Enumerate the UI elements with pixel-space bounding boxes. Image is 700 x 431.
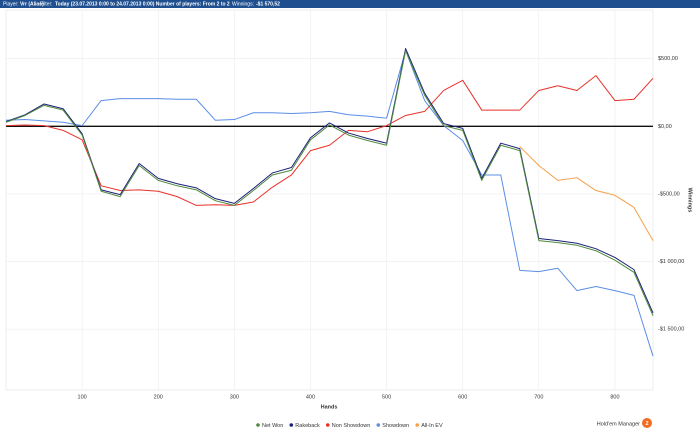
x-tick-label: 400 bbox=[306, 394, 315, 400]
legend-swatch bbox=[289, 423, 294, 427]
legend-label: Net Won bbox=[262, 423, 283, 429]
series-line bbox=[5, 48, 654, 314]
legend-swatch bbox=[325, 423, 330, 427]
brand-logo bbox=[642, 418, 652, 428]
player: Vrr (Alias) bbox=[20, 1, 44, 7]
legend-label: Rakeback bbox=[295, 423, 320, 429]
winnings-label: Winnings: bbox=[232, 1, 254, 7]
player-label: Player: bbox=[3, 1, 19, 7]
x-tick-label: 100 bbox=[78, 394, 87, 400]
series-line bbox=[519, 146, 654, 241]
series-line bbox=[5, 50, 654, 316]
header-bar bbox=[0, 0, 700, 8]
x-tick-label: 700 bbox=[534, 394, 543, 400]
legend-label: Showdown bbox=[382, 423, 409, 429]
y-tick-label: -$1 500,00 bbox=[658, 327, 684, 333]
y-tick-label: -$1 000,00 bbox=[658, 259, 684, 265]
filter-label: Filter: bbox=[40, 1, 53, 7]
legend-swatch bbox=[415, 423, 420, 427]
x-tick-label: 200 bbox=[154, 394, 163, 400]
winnings: -$1 570,52 bbox=[256, 1, 280, 7]
series-line bbox=[5, 75, 654, 206]
legend-label: All-In EV bbox=[421, 423, 443, 429]
x-axis-label: Hands bbox=[321, 404, 338, 410]
legend-swatch bbox=[256, 423, 260, 427]
x-tick-label: 300 bbox=[230, 394, 239, 400]
legend-label: Non Showdown bbox=[332, 423, 371, 429]
x-tick-label: 500 bbox=[382, 394, 391, 400]
legend-swatch bbox=[376, 423, 381, 427]
y-tick-label: $0,00 bbox=[658, 124, 672, 130]
x-tick-label: 800 bbox=[610, 394, 619, 400]
y-tick-label: -$500,00 bbox=[658, 191, 680, 197]
brand: Hold'em Manager bbox=[597, 421, 640, 427]
y-axis-label: Winnings bbox=[687, 188, 693, 213]
brand-badge: 2 bbox=[645, 421, 648, 427]
series-line bbox=[5, 50, 654, 357]
header: Player: Vrr (Alias) Filter: Today (23.07… bbox=[3, 1, 280, 7]
x-tick-label: 600 bbox=[458, 394, 467, 400]
filter: Today (23.07.2013 0:00 to 24.07.2013 0:0… bbox=[55, 1, 230, 7]
y-tick-label: $500,00 bbox=[658, 56, 678, 62]
plot-area bbox=[5, 9, 654, 391]
